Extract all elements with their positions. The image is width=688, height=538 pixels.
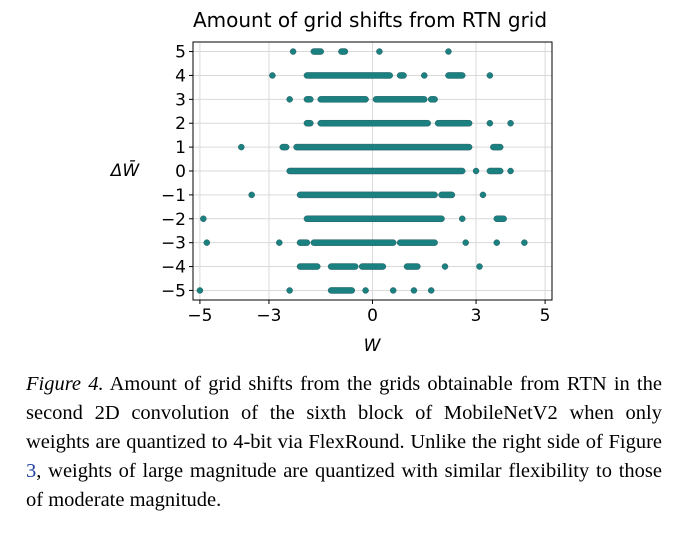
data-point <box>459 215 466 223</box>
data-point <box>248 191 255 199</box>
data-point-cluster <box>317 96 369 103</box>
data-point <box>238 143 245 151</box>
data-point-cluster <box>438 191 456 199</box>
data-point <box>472 167 480 175</box>
x-axis-label: W <box>364 336 382 356</box>
caption-text-2: , weights of large magnitude are quantiz… <box>26 460 662 511</box>
data-point-cluster <box>286 167 466 175</box>
data-point-cluster <box>293 143 473 151</box>
data-point-cluster <box>303 215 445 223</box>
data-point-cluster <box>310 48 324 55</box>
data-point <box>376 48 383 55</box>
x-tick-label: 0 <box>367 306 378 326</box>
data-point <box>276 239 283 246</box>
data-point <box>486 119 494 127</box>
data-point-cluster <box>303 72 394 79</box>
data-point <box>362 287 369 294</box>
data-point <box>479 191 487 199</box>
x-tick-label: −5 <box>187 306 212 326</box>
data-point <box>445 48 452 55</box>
y-tick-label: −1 <box>161 186 186 206</box>
y-tick-label: −5 <box>161 281 186 301</box>
chart-title: Amount of grid shifts from RTN grid <box>193 8 547 32</box>
data-point-cluster <box>296 263 321 270</box>
y-tick-label: 0 <box>175 162 186 182</box>
data-point-cluster <box>434 119 473 127</box>
data-point <box>286 287 293 294</box>
y-tick-label: 3 <box>175 90 186 110</box>
y-tick-label: −2 <box>161 210 186 230</box>
data-point <box>269 72 276 79</box>
data-point <box>200 215 207 223</box>
y-tick-label: 1 <box>175 138 186 158</box>
data-point-cluster <box>486 167 504 175</box>
x-tick-label: −3 <box>256 306 281 326</box>
x-tick-label: 3 <box>471 306 482 326</box>
data-point <box>203 239 211 246</box>
data-point <box>507 167 514 175</box>
data-point-cluster <box>338 48 349 55</box>
data-point-cluster <box>303 96 314 103</box>
data-point <box>427 287 435 294</box>
data-point-cluster <box>493 215 507 223</box>
data-point-cluster <box>358 263 387 270</box>
data-point <box>441 263 449 270</box>
data-point-cluster <box>372 96 428 103</box>
data-point-cluster <box>403 263 421 270</box>
caption-text-1: Amount of grid shifts from the grids obt… <box>26 373 662 453</box>
data-point-cluster <box>279 143 290 151</box>
data-point-cluster <box>396 239 438 246</box>
data-point <box>389 287 397 294</box>
data-point <box>493 239 501 246</box>
data-point <box>462 239 469 246</box>
data-point <box>410 287 418 294</box>
y-tick-label: −4 <box>161 258 186 278</box>
y-tick-label: 5 <box>175 43 186 63</box>
data-point-cluster <box>310 239 397 246</box>
y-axis-label: ΔW̄ <box>109 159 141 181</box>
data-point-cluster <box>427 96 438 103</box>
data-point-cluster <box>490 143 504 151</box>
data-point <box>521 239 528 246</box>
data-point <box>486 72 494 79</box>
y-tick-label: 4 <box>175 66 186 86</box>
data-point-cluster <box>303 119 314 127</box>
chart: Amount of grid shifts from RTN grid 5 4 3 2… <box>109 8 553 356</box>
caption-label: Figure 4. <box>26 373 104 395</box>
data-point <box>421 72 428 79</box>
data-point-cluster <box>296 239 311 246</box>
data-point <box>196 287 204 294</box>
y-tick-label: 2 <box>175 114 186 134</box>
data-point-cluster <box>445 72 466 79</box>
data-points <box>196 48 528 294</box>
figure-caption: Figure 4. Amount of grid shifts from the… <box>26 370 662 515</box>
y-axis-ticks: 5 4 3 2 1 0 −1 −2 −3 −4 −5 <box>161 43 193 301</box>
data-point <box>507 119 514 127</box>
data-point <box>289 48 297 55</box>
data-point-cluster <box>317 119 431 127</box>
data-point-cluster <box>296 191 438 199</box>
y-tick-label: −3 <box>161 234 186 254</box>
data-point <box>476 263 483 270</box>
caption-figure-ref[interactable]: 3 <box>26 460 37 482</box>
x-tick-label: 5 <box>540 306 551 326</box>
data-point-cluster <box>327 287 356 294</box>
data-point <box>286 96 293 103</box>
x-axis-ticks: −5 −3 0 3 5 <box>187 300 551 326</box>
data-point-cluster <box>396 72 407 79</box>
data-point-cluster <box>327 263 359 270</box>
